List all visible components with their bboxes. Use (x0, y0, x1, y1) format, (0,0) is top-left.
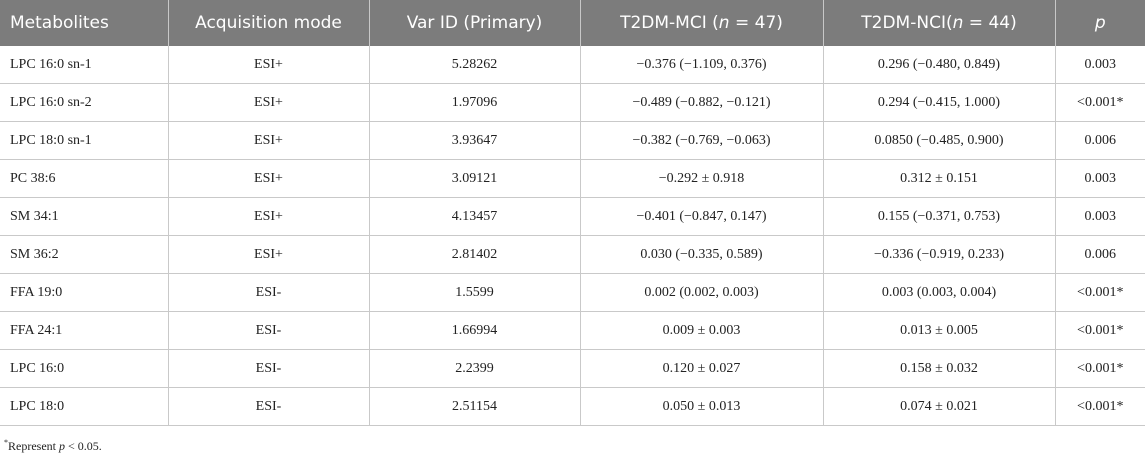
footnote-text-before: Represent (8, 439, 59, 453)
t2dm-mci-cell: −0.401 (−0.847, 0.147) (580, 197, 824, 236)
p-value-cell: <0.001* (1055, 273, 1145, 312)
t2dm-mci-cell: 0.009 ± 0.003 (580, 311, 824, 350)
p-value-cell: 0.003 (1055, 197, 1145, 236)
footnote-marker: * (4, 438, 8, 447)
header-row: Metabolites Acquisition mode Var ID (Pri… (0, 0, 1145, 46)
header-metabolites: Metabolites (0, 0, 169, 46)
metabolite-cell: FFA 24:1 (0, 311, 169, 350)
t2dm-mci-cell: −0.292 ± 0.918 (580, 159, 824, 198)
acquisition-mode-cell: ESI+ (168, 83, 370, 122)
table-row: LPC 18:0 sn-1 ESI+ 3.93647 −0.382 (−0.769, … (0, 121, 1145, 160)
acquisition-mode-cell: ESI- (168, 349, 370, 388)
metabolite-cell: FFA 19:0 (0, 273, 169, 312)
p-value-cell: 0.003 (1055, 159, 1145, 198)
p-value-cell: <0.001* (1055, 349, 1145, 388)
table-row: PC 38:6 ESI+ 3.09121 −0.292 ± 0.918 0.312 ± … (0, 159, 1145, 198)
t2dm-mci-cell: 0.050 ± 0.013 (580, 387, 824, 426)
acquisition-mode-cell: ESI- (168, 273, 370, 312)
var-id-cell: 1.5599 (369, 273, 581, 312)
header-t2dm-nci-label: T2DM-NCI (861, 13, 946, 33)
var-id-cell: 2.51154 (369, 387, 581, 426)
table-row: LPC 18:0 ESI- 2.51154 0.050 ± 0.013 0.074 ± … (0, 387, 1145, 426)
table-row: LPC 16:0 ESI- 2.2399 0.120 ± 0.027 0.158 ± 0… (0, 349, 1145, 388)
header-t2dm-nci: T2DM-NCI(n = 44) (823, 0, 1056, 46)
header-var-id: Var ID (Primary) (369, 0, 581, 46)
metabolites-table: Metabolites Acquisition mode Var ID (Pri… (0, 0, 1145, 426)
header-t2dm-mci: T2DM-MCI (n = 47) (580, 0, 824, 46)
p-value-cell: <0.001* (1055, 311, 1145, 350)
header-t2dm-nci-count: = 44) (963, 13, 1017, 33)
t2dm-mci-cell: −0.376 (−1.109, 0.376) (580, 46, 824, 84)
var-id-cell: 5.28262 (369, 46, 581, 84)
metabolite-cell: LPC 16:0 (0, 349, 169, 388)
metabolite-cell: SM 34:1 (0, 197, 169, 236)
t2dm-mci-cell: 0.120 ± 0.027 (580, 349, 824, 388)
t2dm-mci-cell: −0.382 (−0.769, −0.063) (580, 121, 824, 160)
p-value-cell: 0.003 (1055, 46, 1145, 84)
p-value-cell: 0.006 (1055, 121, 1145, 160)
header-t2dm-nci-n: n (952, 13, 964, 33)
t2dm-nci-cell: −0.336 (−0.919, 0.233) (823, 235, 1056, 274)
footnote-text-after: < 0.05. (64, 439, 102, 453)
var-id-cell: 2.81402 (369, 235, 581, 274)
t2dm-nci-cell: 0.074 ± 0.021 (823, 387, 1056, 426)
t2dm-mci-cell: 0.002 (0.002, 0.003) (580, 273, 824, 312)
t2dm-nci-cell: 0.0850 (−0.485, 0.900) (823, 121, 1056, 160)
t2dm-mci-cell: 0.030 (−0.335, 0.589) (580, 235, 824, 274)
var-id-cell: 1.66994 (369, 311, 581, 350)
var-id-cell: 4.13457 (369, 197, 581, 236)
acquisition-mode-cell: ESI+ (168, 46, 370, 84)
header-t2dm-nci-open: ( (945, 13, 953, 33)
acquisition-mode-cell: ESI+ (168, 235, 370, 274)
table-row: FFA 19:0 ESI- 1.5599 0.002 (0.002, 0.003) 0.… (0, 273, 1145, 312)
acquisition-mode-cell: ESI+ (168, 197, 370, 236)
metabolite-cell: LPC 16:0 sn-2 (0, 83, 169, 122)
metabolite-cell: SM 36:2 (0, 235, 169, 274)
footnote-p-symbol: p (58, 439, 65, 453)
t2dm-nci-cell: 0.296 (−0.480, 0.849) (823, 46, 1056, 84)
t2dm-nci-cell: 0.312 ± 0.151 (823, 159, 1056, 198)
t2dm-nci-cell: 0.155 (−0.371, 0.753) (823, 197, 1056, 236)
table-row: FFA 24:1 ESI- 1.66994 0.009 ± 0.003 0.013 ± … (0, 311, 1145, 350)
t2dm-nci-cell: 0.013 ± 0.005 (823, 311, 1056, 350)
header-p-value: p (1055, 0, 1145, 46)
t2dm-mci-cell: −0.489 (−0.882, −0.121) (580, 83, 824, 122)
acquisition-mode-cell: ESI- (168, 311, 370, 350)
t2dm-nci-cell: 0.294 (−0.415, 1.000) (823, 83, 1056, 122)
table-row: LPC 16:0 sn-1 ESI+ 5.28262 −0.376 (−1.109, … (0, 46, 1145, 84)
table-body: LPC 16:0 sn-1 ESI+ 5.28262 −0.376 (−1.109, … (0, 46, 1145, 426)
t2dm-nci-cell: 0.158 ± 0.032 (823, 349, 1056, 388)
p-value-cell: <0.001* (1055, 387, 1145, 426)
metabolite-cell: LPC 16:0 sn-1 (0, 46, 169, 84)
acquisition-mode-cell: ESI- (168, 387, 370, 426)
header-acquisition-mode: Acquisition mode (168, 0, 370, 46)
t2dm-nci-cell: 0.003 (0.003, 0.004) (823, 273, 1056, 312)
var-id-cell: 3.09121 (369, 159, 581, 198)
table-row: SM 34:1 ESI+ 4.13457 −0.401 (−0.847, 0.147)… (0, 197, 1145, 236)
header-p-symbol: p (1094, 13, 1106, 33)
var-id-cell: 1.97096 (369, 83, 581, 122)
footnote: *Represent p < 0.05. (0, 438, 1145, 454)
metabolite-cell: PC 38:6 (0, 159, 169, 198)
header-t2dm-mci-count: = 47) (729, 13, 783, 33)
acquisition-mode-cell: ESI+ (168, 121, 370, 160)
acquisition-mode-cell: ESI+ (168, 159, 370, 198)
header-t2dm-mci-n: n (718, 13, 730, 33)
var-id-cell: 2.2399 (369, 349, 581, 388)
header-t2dm-mci-label: T2DM-MCI (620, 13, 707, 33)
table-row: LPC 16:0 sn-2 ESI+ 1.97096 −0.489 (−0.882, … (0, 83, 1145, 122)
table-row: SM 36:2 ESI+ 2.81402 0.030 (−0.335, 0.589) −… (0, 235, 1145, 274)
p-value-cell: 0.006 (1055, 235, 1145, 274)
metabolite-cell: LPC 18:0 sn-1 (0, 121, 169, 160)
var-id-cell: 3.93647 (369, 121, 581, 160)
p-value-cell: <0.001* (1055, 83, 1145, 122)
header-t2dm-mci-open: ( (706, 13, 719, 33)
metabolite-cell: LPC 18:0 (0, 387, 169, 426)
